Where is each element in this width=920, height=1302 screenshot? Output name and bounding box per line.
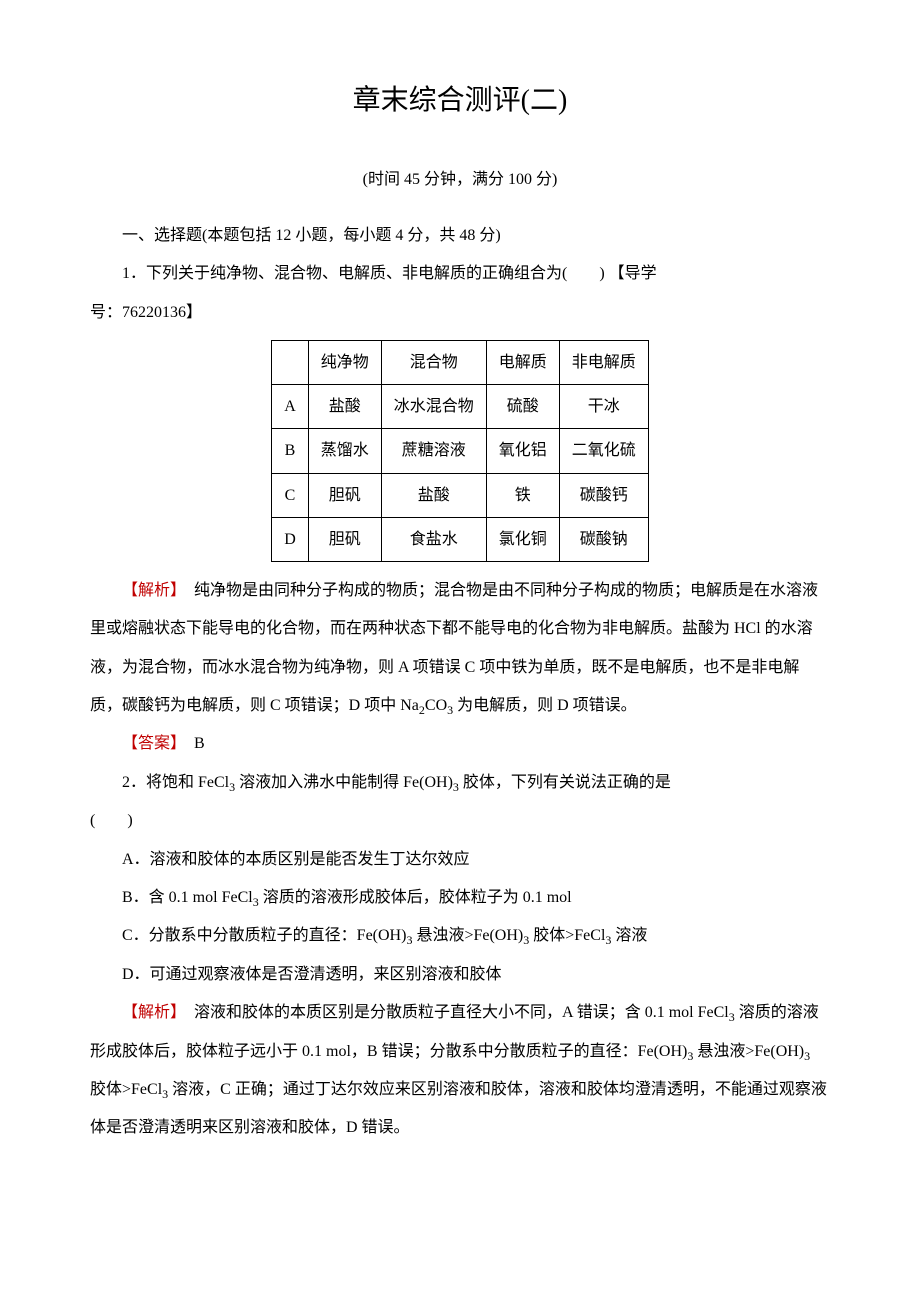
q2-paren: ( ) <box>90 802 830 840</box>
q1-answer-value: B <box>178 735 205 752</box>
answer-label: 【答案】 <box>122 735 178 752</box>
page-container: 章末综合测评(二) (时间 45 分钟，满分 100 分) 一、选择题(本题包括… <box>0 0 920 1302</box>
table-cell: 纯净物 <box>308 340 381 384</box>
table-cell <box>272 340 309 384</box>
table-cell: 食盐水 <box>381 517 486 561</box>
q1-stem: 1．下列关于纯净物、混合物、电解质、非电解质的正确组合为( ) 【导学 <box>90 255 830 293</box>
q2-stem-2: 溶液加入沸水中能制得 Fe(OH) <box>235 774 453 791</box>
table-cell: 电解质 <box>486 340 559 384</box>
q1-prefix: 1．下列关于纯净物、混合物、电解质、非电解质的正确组合为( ) <box>122 265 605 282</box>
q2-stem-1: 2．将饱和 FeCl <box>122 774 229 791</box>
q2-option-d: D．可通过观察液体是否澄清透明，来区别溶液和胶体 <box>90 956 830 994</box>
subtitle: (时间 45 分钟，满分 100 分) <box>90 162 830 197</box>
table-cell: 蒸馏水 <box>308 429 381 473</box>
q1-analysis-body-1: 纯净物是由同种分子构成的物质；混合物是由不同种分子构成的物质；电解质是在水溶液里… <box>90 582 818 714</box>
q1-answer: 【答案】 B <box>90 725 830 763</box>
q2-stem: 2．将饱和 FeCl3 溶液加入沸水中能制得 Fe(OH)3 胶体，下列有关说法… <box>90 764 830 802</box>
table-cell: 干冰 <box>559 385 648 429</box>
q1-guide-num: 号：76220136】 <box>90 294 830 332</box>
table-cell: 盐酸 <box>381 473 486 517</box>
q1-analysis-body-3: 为电解质，则 D 项错误。 <box>453 697 637 714</box>
q2-ana-4: 胶体>FeCl <box>90 1081 162 1098</box>
q2-stem-3: 胶体，下列有关说法正确的是 <box>459 774 671 791</box>
table-cell: 盐酸 <box>308 385 381 429</box>
q1-guide-label: 【导学 <box>609 265 657 282</box>
table-cell: 混合物 <box>381 340 486 384</box>
q2-optc-4: 溶液 <box>611 927 647 944</box>
table-cell: 胆矾 <box>308 473 381 517</box>
table-row: A 盐酸 冰水混合物 硫酸 干冰 <box>272 385 649 429</box>
table-cell: 铁 <box>486 473 559 517</box>
analysis-label: 【解析】 <box>122 1004 178 1021</box>
table-cell: C <box>272 473 309 517</box>
q2-option-b: B．含 0.1 mol FeCl3 溶质的溶液形成胶体后，胶体粒子为 0.1 m… <box>90 879 830 917</box>
q1-analysis: 【解析】 纯净物是由同种分子构成的物质；混合物是由不同种分子构成的物质；电解质是… <box>90 572 830 726</box>
q2-optc-3: 胶体>FeCl <box>529 927 605 944</box>
page-title: 章末综合测评(二) <box>90 70 830 132</box>
q1-table: 纯净物 混合物 电解质 非电解质 A 盐酸 冰水混合物 硫酸 干冰 B 蒸馏水 … <box>271 340 649 562</box>
table-cell: B <box>272 429 309 473</box>
q2-ana-5: 溶液，C 正确；通过丁达尔效应来区别溶液和胶体，溶液和胶体均澄清透明，不能通过观… <box>90 1081 827 1136</box>
q1-analysis-body-2: CO <box>425 697 447 714</box>
table-cell: 冰水混合物 <box>381 385 486 429</box>
section-heading: 一、选择题(本题包括 12 小题，每小题 4 分，共 48 分) <box>90 217 830 255</box>
table-cell: A <box>272 385 309 429</box>
q2-analysis: 【解析】 溶液和胶体的本质区别是分散质粒子直径大小不同，A 错误；含 0.1 m… <box>90 994 830 1148</box>
table-header-row: 纯净物 混合物 电解质 非电解质 <box>272 340 649 384</box>
table-cell: 二氧化硫 <box>559 429 648 473</box>
q2-option-a: A．溶液和胶体的本质区别是能否发生丁达尔效应 <box>90 841 830 879</box>
table-cell: 非电解质 <box>559 340 648 384</box>
q2-optc-2: 悬浊液>Fe(OH) <box>412 927 523 944</box>
table-cell: 碳酸钠 <box>559 517 648 561</box>
table-cell: 氧化铝 <box>486 429 559 473</box>
q2-optb-1: B．含 0.1 mol FeCl <box>122 889 253 906</box>
table-cell: 蔗糖溶液 <box>381 429 486 473</box>
table-row: B 蒸馏水 蔗糖溶液 氧化铝 二氧化硫 <box>272 429 649 473</box>
table-row: C 胆矾 盐酸 铁 碳酸钙 <box>272 473 649 517</box>
q2-ana-3: 悬浊液>Fe(OH) <box>693 1043 804 1060</box>
table-row: D 胆矾 食盐水 氯化铜 碳酸钠 <box>272 517 649 561</box>
table-cell: 氯化铜 <box>486 517 559 561</box>
q2-optc-1: C．分散系中分散质粒子的直径：Fe(OH) <box>122 927 406 944</box>
sub-3: 3 <box>804 1049 810 1063</box>
q2-option-c: C．分散系中分散质粒子的直径：Fe(OH)3 悬浊液>Fe(OH)3 胶体>Fe… <box>90 917 830 955</box>
q2-optb-2: 溶质的溶液形成胶体后，胶体粒子为 0.1 mol <box>259 889 572 906</box>
table-cell: D <box>272 517 309 561</box>
table-cell: 碳酸钙 <box>559 473 648 517</box>
table-cell: 硫酸 <box>486 385 559 429</box>
analysis-label: 【解析】 <box>122 582 178 599</box>
table-cell: 胆矾 <box>308 517 381 561</box>
q2-ana-1: 溶液和胶体的本质区别是分散质粒子直径大小不同，A 错误；含 0.1 mol Fe… <box>178 1004 729 1021</box>
